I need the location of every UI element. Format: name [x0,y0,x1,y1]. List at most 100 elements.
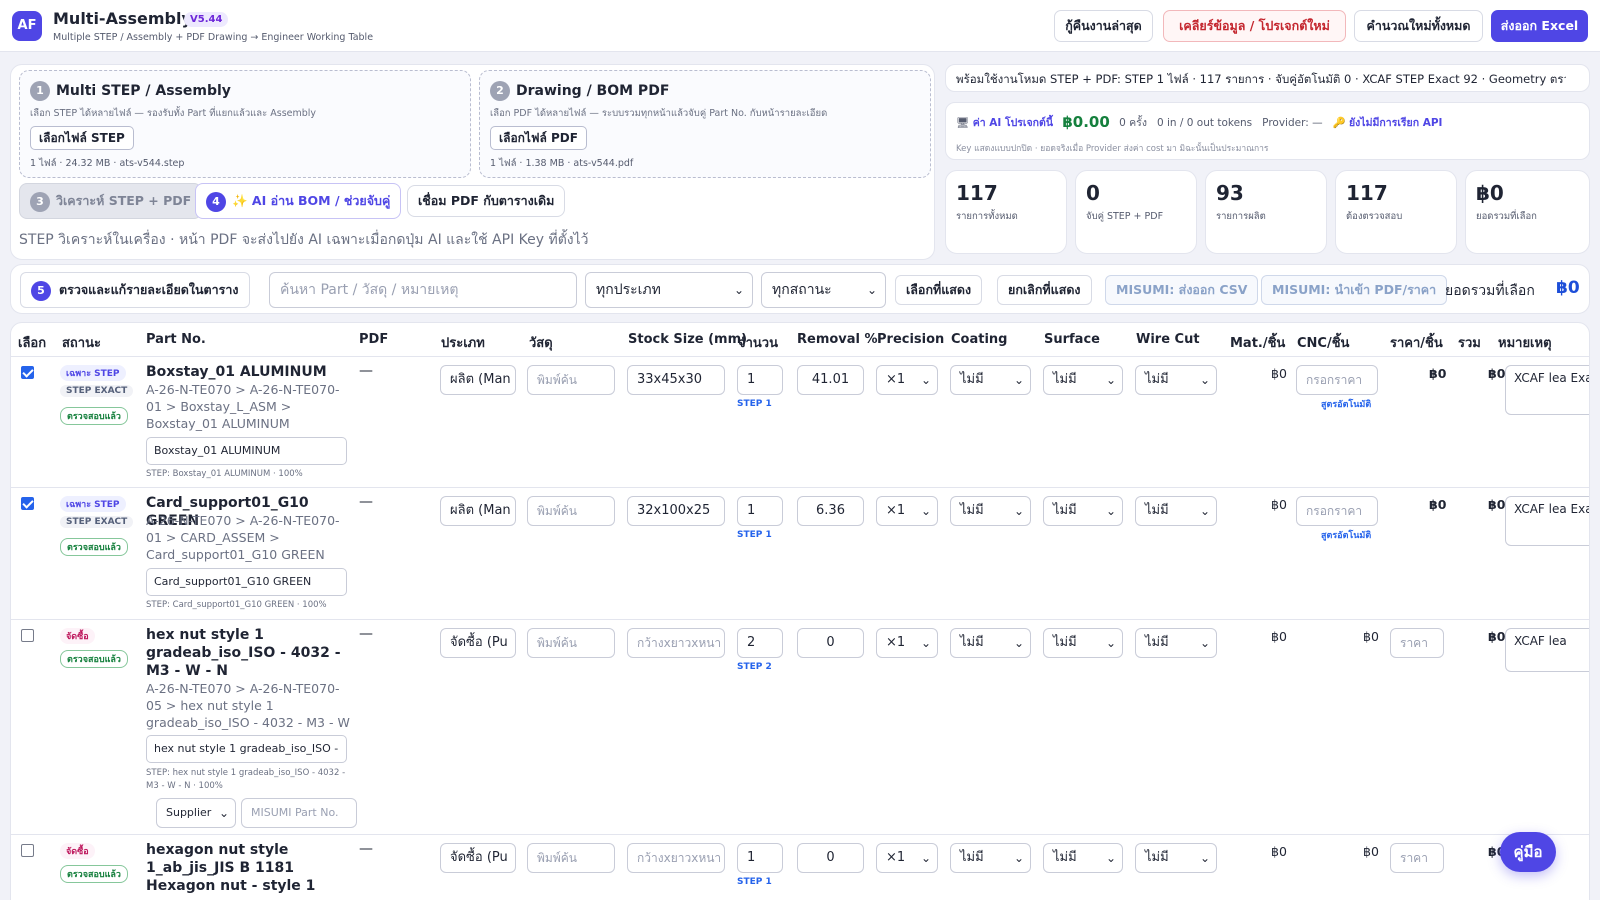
col-surface: Surface [1044,332,1100,347]
removal-input[interactable]: 0 [797,628,864,658]
removal-input[interactable]: 6.36 [797,496,864,526]
col-type: ประเภท [441,336,485,351]
row-checkbox[interactable] [21,844,34,857]
stock-size-input[interactable]: กว้างxยาวxหนา [627,843,725,873]
cnc-price-input[interactable]: กรอกราคา [1296,365,1378,395]
qty-input[interactable]: 1 [737,496,783,526]
auto-formula-link[interactable]: สูตรอัตโนมัติ [1321,400,1372,410]
precision-select[interactable]: ×1 ⌄ [876,628,938,658]
pdf-upload-box: 2 Drawing / BOM PDF เลือก PDF ได้หลายไฟล์… [479,70,931,178]
chevron-down-icon: ⌄ [1013,504,1024,518]
row-checkbox[interactable] [21,366,34,379]
ai-cost-panel: 🖥 ค่า AI โปรเจกต์นี้ ฿0.00 0 ครั้ง 0 in … [945,102,1590,160]
precision-select[interactable]: ×1 ⌄ [876,496,938,526]
unit-price: ฿0 [1429,497,1447,512]
qty-input[interactable]: 1 [737,365,783,395]
supplier-select[interactable]: Supplier ⌄ [156,798,236,828]
part-name-input[interactable]: hex nut style 1 gradeab_iso_ISO - [146,735,347,763]
surface-select[interactable]: ไม่มี ⌄ [1043,843,1123,873]
precision-select[interactable]: ×1 ⌄ [876,843,938,873]
pdf-match: — [359,494,373,510]
export-excel-button[interactable]: ส่งออก Excel [1491,10,1588,42]
note-textarea[interactable]: XCAF lea [1505,628,1589,672]
chevron-down-icon: ⌄ [1105,851,1116,865]
select-shown-button[interactable]: เลือกที่แสดง [895,275,983,305]
chevron-down-icon: ⌄ [1199,504,1210,518]
step2-title: 2 Drawing / BOM PDF [490,81,669,101]
misumi-export-button[interactable]: MISUMI: ส่งออก CSV [1105,275,1259,305]
material-input[interactable]: พิมพ์ค้น [527,628,615,658]
stock-size-input[interactable]: 32x100x25 [627,496,725,526]
part-name: hex nut style 1 gradeab_iso_ISO - 4032 -… [146,627,341,679]
select-pdf-file-button[interactable]: เลือกไฟล์ PDF [490,126,587,150]
misumi-import-button[interactable]: MISUMI: นำเข้า PDF/ราคา [1261,275,1448,305]
qty-input[interactable]: 2 [737,628,783,658]
part-name: Boxstay_01 ALUMINUM [146,364,327,380]
removal-input[interactable]: 41.01 [797,365,864,395]
deselect-shown-button[interactable]: ยกเลิกที่แสดง [997,275,1092,305]
material-input[interactable]: พิมพ์ค้น [527,496,615,526]
chevron-down-icon: ⌄ [1199,636,1210,650]
analyze-button[interactable]: 3 วิเคราะห์ STEP + PDF [19,183,203,219]
monitor-icon: 🖥 [956,117,970,129]
wirecut-select[interactable]: ไม่มี ⌄ [1135,365,1217,395]
coating-select[interactable]: ไม่มี ⌄ [950,365,1031,395]
material-input[interactable]: พิมพ์ค้น [527,365,615,395]
ai-read-bom-button[interactable]: 4 ✨ AI อ่าน BOM / ช่วยจับคู่ [195,183,402,219]
wirecut-select[interactable]: ไม่มี ⌄ [1135,843,1217,873]
surface-select[interactable]: ไม่มี ⌄ [1043,496,1123,526]
link-pdf-button[interactable]: เชื่อม PDF กับตารางเดิม [407,185,566,217]
type-select[interactable]: ผลิต (Man [440,496,516,526]
clear-project-button[interactable]: เคลียร์ข้อมูล / โปรเจกต์ใหม่ [1163,10,1346,42]
row-checkbox[interactable] [21,629,34,642]
part-name-input[interactable]: Boxstay_01 ALUMINUM [146,437,347,465]
type-filter-select[interactable]: ทุกประเภท ⌄ [585,272,753,308]
surface-select[interactable]: ไม่มี ⌄ [1043,365,1123,395]
qty-source: STEP 1 [737,399,772,409]
stock-size-input[interactable]: กว้างxยาวxหนา [627,628,725,658]
status-badge: จัดซื้อ [60,628,95,644]
part-name: hexagon nut style 1_ab_jis_JIS B 1181 He… [146,842,316,894]
pdf-match: — [359,626,373,642]
chevron-down-icon: ⌄ [920,504,931,518]
misumi-part-input[interactable]: MISUMI Part No. [241,798,357,828]
surface-select[interactable]: ไม่มี ⌄ [1043,628,1123,658]
part-name-input[interactable]: Card_support01_G10 GREEN [146,568,347,596]
select-step-file-button[interactable]: เลือกไฟล์ STEP [30,126,134,150]
chevron-down-icon: ⌄ [1199,851,1210,865]
price-input[interactable]: ราคา [1390,628,1444,658]
step2-number: 2 [490,81,510,101]
material-input[interactable]: พิมพ์ค้น [527,843,615,873]
wirecut-select[interactable]: ไม่มี ⌄ [1135,496,1217,526]
row-checkbox[interactable] [21,497,34,510]
privacy-note: STEP วิเคราะห์ในเครื่อง · หน้า PDF จะส่ง… [19,232,589,248]
cnc-price-input[interactable]: กรอกราคา [1296,496,1378,526]
stat-manufactured: 93 รายการผลิต [1205,170,1327,254]
chevron-down-icon: ⌄ [920,636,931,650]
price-input[interactable]: ราคา [1390,843,1444,873]
note-textarea[interactable]: XCAF lea Exact: Fi [1505,496,1589,546]
status-badge: ตรวจสอบแล้ว [60,538,128,556]
stock-size-input[interactable]: 33x45x30 [627,365,725,395]
row-divider [11,487,1589,488]
removal-input[interactable]: 0 [797,843,864,873]
row-divider [11,619,1589,620]
wirecut-select[interactable]: ไม่มี ⌄ [1135,628,1217,658]
coating-select[interactable]: ไม่มี ⌄ [950,496,1031,526]
key-icon: 🔑 [1332,117,1346,129]
qty-input[interactable]: 1 [737,843,783,873]
coating-select[interactable]: ไม่มี ⌄ [950,628,1031,658]
status-filter-select[interactable]: ทุกสถานะ ⌄ [761,272,886,308]
precision-select[interactable]: ×1 ⌄ [876,365,938,395]
restore-button[interactable]: กู้คืนงานล่าสุด [1054,10,1153,42]
qty-source: STEP 2 [737,662,772,672]
coating-select[interactable]: ไม่มี ⌄ [950,843,1031,873]
type-select[interactable]: จัดซื้อ (Pu [440,843,516,873]
auto-formula-link[interactable]: สูตรอัตโนมัติ [1321,531,1372,541]
recalculate-button[interactable]: คำนวณใหม่ทั้งหมด [1354,10,1483,42]
note-textarea[interactable]: XCAF lea Exact: Fi [1505,365,1589,415]
type-select[interactable]: จัดซื้อ (Pu [440,628,516,658]
help-button[interactable]: คู่มือ [1500,832,1556,872]
search-input[interactable]: ค้นหา Part / วัสดุ / หมายเหตุ [269,272,577,308]
type-select[interactable]: ผลิต (Man [440,365,516,395]
